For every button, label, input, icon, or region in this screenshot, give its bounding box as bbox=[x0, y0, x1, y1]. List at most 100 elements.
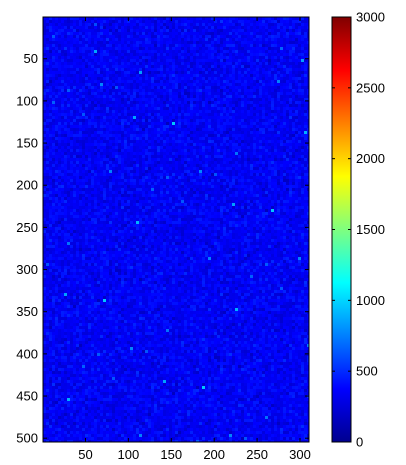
heatmap-cell bbox=[100, 131, 103, 134]
heatmap-cell bbox=[298, 179, 301, 182]
heatmap-cell bbox=[217, 134, 220, 137]
heatmap-cell bbox=[244, 155, 247, 158]
heatmap-cell bbox=[196, 41, 199, 44]
heatmap-cell bbox=[61, 56, 64, 59]
heatmap-cell bbox=[109, 83, 112, 86]
heatmap-cell bbox=[229, 152, 232, 155]
heatmap-cell bbox=[238, 98, 241, 101]
heatmap-cell bbox=[154, 53, 157, 56]
heatmap-cell bbox=[160, 146, 163, 149]
heatmap-cell bbox=[91, 50, 94, 53]
heatmap-cell bbox=[121, 47, 124, 50]
heatmap-cell bbox=[304, 167, 307, 170]
heatmap-cell bbox=[157, 152, 160, 155]
heatmap-cell bbox=[64, 182, 67, 185]
heatmap-cell bbox=[235, 20, 238, 23]
heatmap-cell bbox=[121, 113, 124, 116]
heatmap-cell bbox=[166, 38, 169, 41]
heatmap-cell bbox=[121, 170, 124, 173]
heatmap-cell bbox=[160, 140, 163, 143]
heatmap-cell bbox=[139, 62, 142, 65]
heatmap-cell bbox=[181, 20, 184, 23]
heatmap-cell bbox=[187, 110, 190, 113]
heatmap-cell bbox=[160, 83, 163, 86]
heatmap-cell bbox=[253, 44, 256, 47]
heatmap-cell bbox=[160, 155, 163, 158]
heatmap-cell bbox=[178, 95, 181, 98]
heatmap-cell bbox=[214, 125, 217, 128]
heatmap-cell bbox=[250, 122, 253, 125]
heatmap-cell bbox=[247, 143, 250, 146]
heatmap-cell bbox=[163, 65, 166, 68]
heatmap-cell bbox=[289, 59, 292, 62]
heatmap-cell bbox=[208, 173, 211, 176]
heatmap-cell bbox=[58, 47, 61, 50]
heatmap-cell bbox=[130, 155, 133, 158]
heatmap-cell bbox=[184, 149, 187, 152]
heatmap-cell bbox=[46, 71, 49, 74]
heatmap-cell bbox=[298, 29, 301, 32]
heatmap-cell bbox=[304, 179, 307, 182]
heatmap-cell bbox=[121, 167, 124, 170]
heatmap-cell bbox=[265, 41, 268, 44]
heatmap-cell bbox=[277, 74, 280, 77]
heatmap-cell bbox=[286, 80, 289, 83]
heatmap-cell bbox=[247, 50, 250, 53]
heatmap-cell bbox=[214, 47, 217, 50]
heatmap-cell bbox=[187, 158, 190, 161]
heatmap-cell bbox=[196, 20, 199, 23]
heatmap-cell bbox=[190, 65, 193, 68]
heatmap-cell bbox=[91, 35, 94, 38]
heatmap-cell bbox=[142, 44, 145, 47]
heatmap-cell bbox=[103, 152, 106, 155]
heatmap-cell bbox=[196, 59, 199, 62]
heatmap-cell bbox=[253, 182, 256, 185]
heatmap-cell bbox=[73, 122, 76, 125]
heatmap-cell bbox=[253, 71, 256, 74]
heatmap-cell bbox=[160, 128, 163, 131]
heatmap-cell bbox=[304, 83, 307, 86]
heatmap-cell bbox=[223, 116, 226, 119]
heatmap-cell bbox=[127, 23, 130, 26]
heatmap-cell bbox=[151, 137, 154, 140]
heatmap-cell bbox=[220, 137, 223, 140]
heatmap-cell bbox=[76, 41, 79, 44]
heatmap-cell bbox=[229, 35, 232, 38]
heatmap-cell bbox=[250, 47, 253, 50]
heatmap-cell bbox=[265, 68, 268, 71]
heatmap-cell bbox=[58, 149, 61, 152]
heatmap-cell bbox=[73, 59, 76, 62]
heatmap-cell bbox=[202, 143, 205, 146]
heatmap-cell bbox=[181, 173, 184, 176]
heatmap-cell bbox=[208, 47, 211, 50]
heatmap-cell bbox=[91, 182, 94, 185]
heatmap-cell bbox=[70, 17, 73, 20]
heatmap-cell bbox=[91, 104, 94, 107]
heatmap-cell bbox=[274, 107, 277, 110]
heatmap-cell bbox=[256, 92, 259, 95]
heatmap-cell bbox=[169, 146, 172, 149]
heatmap-cell bbox=[151, 98, 154, 101]
heatmap-cell bbox=[157, 86, 160, 89]
heatmap-cell bbox=[202, 104, 205, 107]
heatmap-cell bbox=[55, 71, 58, 74]
heatmap-cell bbox=[103, 68, 106, 71]
heatmap-cell bbox=[127, 122, 130, 125]
heatmap-cell bbox=[88, 41, 91, 44]
heatmap-cell bbox=[184, 146, 187, 149]
heatmap-cell bbox=[94, 17, 97, 20]
heatmap-cell bbox=[196, 140, 199, 143]
heatmap-cell bbox=[64, 107, 67, 110]
heatmap-cell bbox=[46, 113, 49, 116]
heatmap-cell bbox=[43, 89, 46, 92]
heatmap-cell bbox=[151, 182, 154, 185]
heatmap-cell bbox=[154, 71, 157, 74]
heatmap-cell bbox=[205, 107, 208, 110]
heatmap-cell bbox=[85, 140, 88, 143]
heatmap-cell bbox=[199, 179, 202, 182]
heatmap-cell bbox=[169, 173, 172, 176]
heatmap-cell bbox=[151, 53, 154, 56]
heatmap-cell bbox=[226, 164, 229, 167]
heatmap-cell bbox=[208, 104, 211, 107]
heatmap-cell bbox=[109, 68, 112, 71]
